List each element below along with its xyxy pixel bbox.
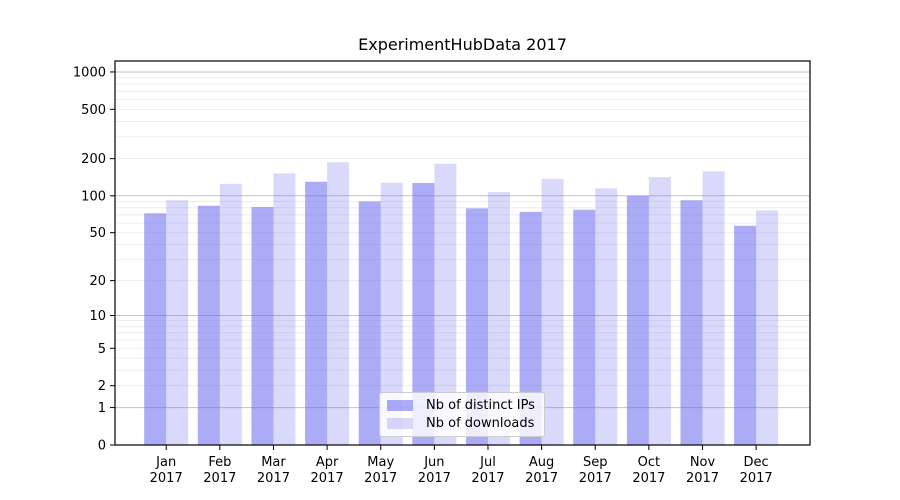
bar-distinct-ips-aug: [519, 211, 542, 445]
plot-border: [114, 60, 811, 446]
bar-distinct-ips-jan: [144, 213, 167, 445]
x-tick-label-month-sep: Sep: [583, 455, 608, 470]
legend-item-distinct-ips: Nb of distinct IPs: [387, 399, 544, 412]
y-tick-label-1: 1: [98, 401, 106, 416]
legend-swatch-distinct-ips: [387, 400, 413, 411]
bar-distinct-ips-nov: [680, 200, 703, 445]
x-tick-label-month-aug: Aug: [529, 455, 554, 470]
y-tick-label-100: 100: [81, 189, 106, 204]
bar-downloads-jul: [487, 192, 510, 445]
x-tick-label-year-nov: 2017: [686, 471, 719, 486]
x-tick-label-year-jun: 2017: [418, 471, 451, 486]
y-tick-label-1000: 1000: [73, 65, 106, 80]
x-tick-label-month-jan: Jan: [155, 455, 176, 470]
x-tick-label-month-oct: Oct: [638, 455, 660, 470]
y-tick-label-5: 5: [98, 342, 106, 357]
x-tick-label-month-may: May: [367, 455, 394, 470]
x-tick-label-year-apr: 2017: [311, 471, 344, 486]
bar-distinct-ips-jun: [412, 183, 435, 445]
legend-item-downloads: Nb of downloads: [387, 417, 544, 430]
y-tick-label-20: 20: [89, 274, 106, 289]
bar-distinct-ips-jul: [465, 208, 488, 445]
bar-downloads-apr: [327, 162, 350, 445]
x-tick-label-year-may: 2017: [364, 471, 397, 486]
x-tick-label-year-oct: 2017: [632, 471, 665, 486]
x-tick-label-year-dec: 2017: [740, 471, 773, 486]
y-tick-label-50: 50: [89, 226, 106, 241]
x-tick-label-year-aug: 2017: [525, 471, 558, 486]
bar-distinct-ips-dec: [734, 225, 757, 445]
y-tick-label-2: 2: [98, 379, 106, 394]
bar-distinct-ips-apr: [305, 181, 328, 446]
bar-distinct-ips-oct: [626, 195, 649, 445]
bar-downloads-oct: [648, 177, 671, 445]
bar-downloads-dec: [756, 210, 779, 445]
bar-distinct-ips-may: [358, 201, 381, 445]
bar-downloads-feb: [219, 183, 242, 445]
bar-downloads-may: [380, 182, 403, 445]
y-tick-label-0: 0: [98, 439, 106, 454]
x-tick-label-year-jul: 2017: [471, 471, 504, 486]
bar-downloads-aug: [541, 178, 564, 445]
legend-swatch-downloads: [387, 418, 413, 429]
y-tick-label-10: 10: [89, 309, 106, 324]
x-tick-label-year-mar: 2017: [257, 471, 290, 486]
legend-label-downloads: Nb of downloads: [426, 416, 535, 431]
bar-downloads-sep: [595, 188, 618, 446]
y-tick-label-500: 500: [81, 103, 106, 118]
bar-distinct-ips-sep: [573, 209, 596, 445]
bar-distinct-ips-feb: [197, 205, 220, 445]
legend-label-distinct-ips: Nb of distinct IPs: [426, 398, 535, 413]
legend: Nb of distinct IPs Nb of downloads: [379, 392, 545, 437]
x-tick-label-month-apr: Apr: [316, 455, 339, 470]
bar-downloads-nov: [702, 171, 725, 445]
x-tick-label-month-nov: Nov: [690, 455, 716, 470]
x-tick-label-month-jul: Jul: [479, 455, 496, 470]
bar-downloads-mar: [273, 173, 296, 445]
x-tick-label-month-jun: Jun: [423, 455, 444, 470]
x-tick-label-month-mar: Mar: [261, 455, 286, 470]
x-tick-label-year-sep: 2017: [579, 471, 612, 486]
x-tick-label-year-feb: 2017: [203, 471, 236, 486]
y-tick-label-200: 200: [81, 152, 106, 167]
bar-distinct-ips-mar: [251, 207, 274, 445]
chart-title: ExperimentHubData 2017: [358, 35, 567, 54]
x-tick-label-year-jan: 2017: [150, 471, 183, 486]
x-tick-label-month-dec: Dec: [744, 455, 769, 470]
bar-downloads-jan: [166, 200, 189, 445]
bar-downloads-jun: [434, 163, 457, 445]
x-tick-label-month-feb: Feb: [208, 455, 231, 470]
